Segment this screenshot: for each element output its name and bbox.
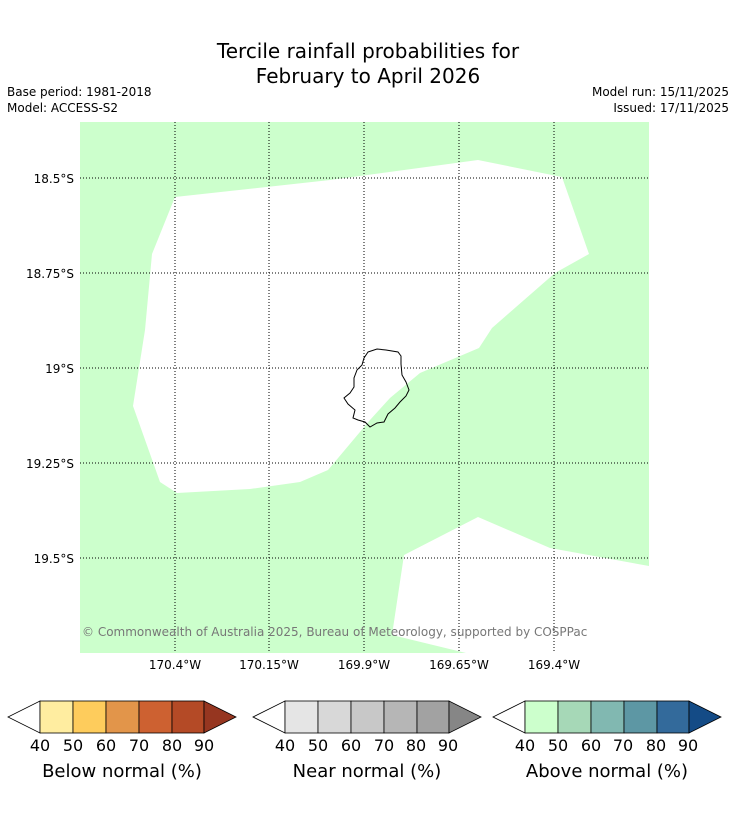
longitude-label: 169.4°W	[527, 658, 581, 672]
colorbar-swatch	[383, 700, 418, 734]
colorbar-swatch	[416, 700, 450, 734]
no-signal-region-south	[392, 517, 649, 653]
colorbar-tick: 50	[307, 736, 329, 755]
base-period-text: Base period: 1981-2018	[7, 85, 152, 99]
longitude-label: 170.15°W	[239, 658, 299, 672]
colorbar-swatch	[105, 700, 140, 734]
above-normal-colorbar	[492, 700, 722, 734]
colorbar-swatch	[656, 700, 690, 734]
colorbar-tick: 90	[677, 736, 699, 755]
colorbar-swatch	[524, 700, 559, 734]
colorbar-swatch	[623, 700, 658, 734]
latitude-label: 19.25°S	[26, 457, 74, 471]
no-signal-region-north	[133, 160, 589, 493]
colorbar-swatch	[317, 700, 352, 734]
colorbar-swatch	[138, 700, 173, 734]
colorbar-tick: 70	[612, 736, 634, 755]
colorbar-tick: 90	[437, 736, 459, 755]
colorbar-tick: 40	[274, 736, 296, 755]
colorbar-under-arrow	[492, 700, 526, 734]
graticule	[80, 122, 649, 653]
colorbar-under-arrow	[252, 700, 286, 734]
copyright-text: © Commonwealth of Australia 2025, Bureau…	[82, 625, 587, 639]
map-plot: © Commonwealth of Australia 2025, Bureau…	[80, 122, 649, 653]
colorbar-tick: 60	[580, 736, 602, 755]
colorbar-over-arrow	[448, 700, 482, 734]
colorbar-swatch	[557, 700, 592, 734]
colorbar-swatch	[171, 700, 205, 734]
below-normal-label: Below normal (%)	[42, 761, 202, 782]
colorbar-tick: 50	[547, 736, 569, 755]
colorbar-tick: 80	[405, 736, 427, 755]
latitude-label: 18.75°S	[26, 267, 74, 281]
near-normal-label: Near normal (%)	[292, 761, 442, 782]
model-text: Model: ACCESS-S2	[7, 101, 119, 115]
longitude-label: 170.4°W	[148, 658, 202, 672]
colorbar-tick: 80	[161, 736, 183, 755]
below-normal-colorbar	[7, 700, 237, 734]
longitude-label: 169.65°W	[429, 658, 489, 672]
near-normal-colorbar	[252, 700, 482, 734]
colorbar-tick: 70	[128, 736, 150, 755]
colorbar-tick: 50	[62, 736, 84, 755]
colorbar-tick: 40	[514, 736, 536, 755]
latitude-label: 19°S	[45, 362, 74, 376]
latitude-label: 19.5°S	[33, 552, 74, 566]
colorbar-over-arrow	[688, 700, 722, 734]
model-run-text: Model run: 15/11/2025	[591, 85, 729, 99]
above-normal-label: Above normal (%)	[525, 761, 689, 782]
colorbar-over-arrow	[203, 700, 237, 734]
colorbar-tick: 60	[340, 736, 362, 755]
colorbar-tick: 70	[373, 736, 395, 755]
colorbar-swatch	[72, 700, 107, 734]
colorbar-tick: 90	[193, 736, 215, 755]
issued-date-text: Issued: 17/11/2025	[613, 101, 729, 115]
island-coastline	[343, 348, 410, 428]
colorbar-tick: 60	[95, 736, 117, 755]
colorbar-under-arrow	[7, 700, 41, 734]
longitude-label: 169.9°W	[337, 658, 391, 672]
colorbar-tick: 80	[645, 736, 667, 755]
latitude-label: 18.5°S	[33, 172, 74, 186]
map-title-line-2: February to April 2026	[255, 64, 481, 88]
colorbar-swatch	[590, 700, 625, 734]
colorbar-swatch	[284, 700, 319, 734]
colorbar-tick: 40	[29, 736, 51, 755]
colorbar-swatch	[350, 700, 385, 734]
colorbar-swatch	[39, 700, 74, 734]
map-title-line-1: Tercile rainfall probabilities for	[216, 39, 520, 63]
